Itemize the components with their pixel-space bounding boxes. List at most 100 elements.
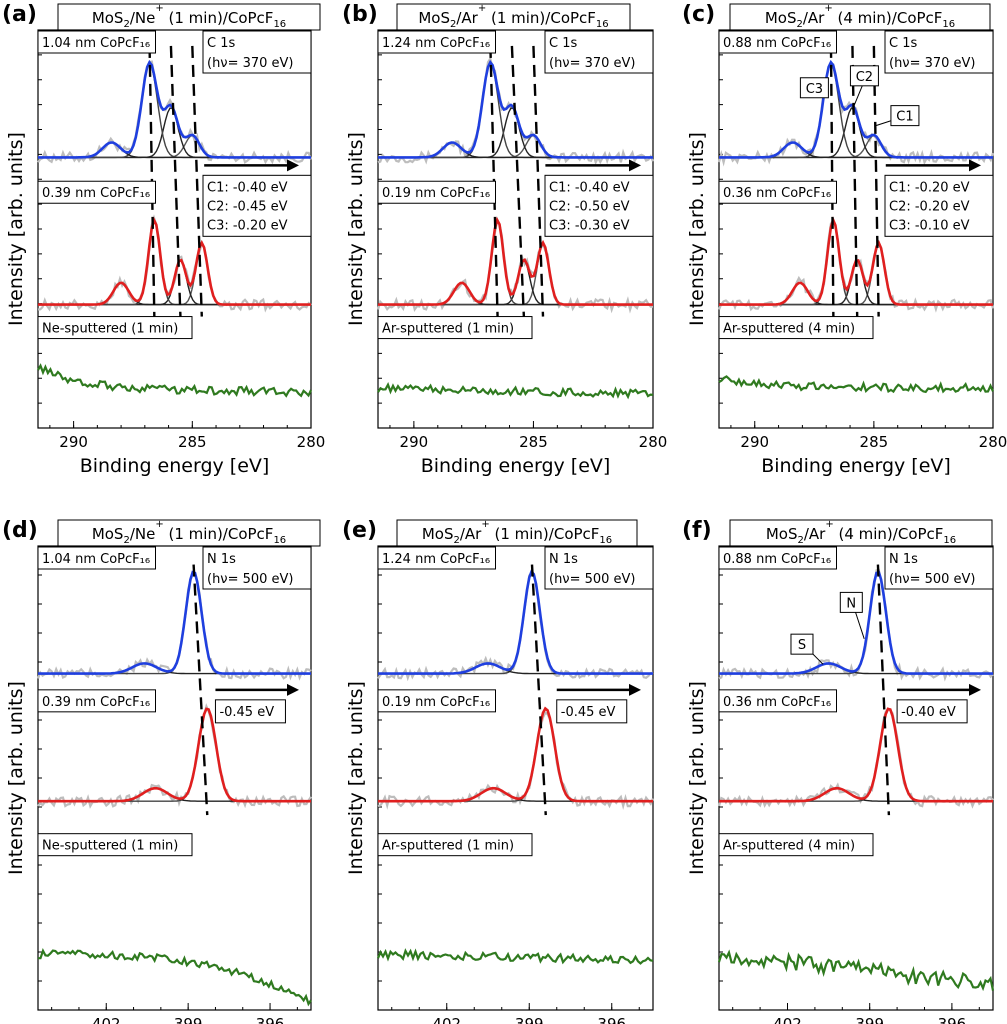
x-tick-label: 399 (515, 1015, 544, 1024)
panel-label: (b) (342, 2, 378, 27)
spectrum-label-box (718, 546, 837, 570)
plot-frame (718, 545, 994, 1011)
x-axis-label: Binding energy [eV] (80, 455, 270, 477)
shift-box (544, 174, 654, 237)
shift-box (896, 699, 968, 724)
spectrum-label: Ar-sputtered (4 min) (723, 322, 855, 337)
spectrum-label-box (377, 833, 533, 857)
shift-value: C3: -0.30 eV (549, 218, 630, 233)
shift-arrow-head (287, 683, 299, 696)
shift-arrow-head (969, 683, 981, 696)
core-level-label: N 1s (889, 552, 918, 567)
shift-arrow-head (969, 159, 981, 172)
x-tick-label: 396 (597, 1015, 626, 1024)
core-level-label: N 1s (207, 552, 236, 567)
substrate-line (38, 948, 312, 1007)
panel-title: MoS2/Ar+ (4 min)/CoPcF16 (766, 519, 956, 546)
panel-d: (d)MoS2/Ne+ (1 min)/CoPcF16402399396Bind… (2, 518, 321, 1024)
component-peak (719, 134, 993, 159)
photon-energy-label: (hν= 500 eV) (889, 572, 976, 587)
shift-value: -0.45 eV (561, 705, 616, 720)
core-level-label: C 1s (889, 36, 917, 51)
title-box (57, 519, 321, 547)
spectrum-label: Ar-sputtered (4 min) (723, 839, 855, 854)
core-level-box (202, 30, 312, 74)
spectrum-label-box (718, 30, 837, 54)
panel-a: (a) MoS2/Ne+ (1 min)/CoPcF16 290 285 280 Bind… (2, 2, 325, 477)
fit-envelope-line (38, 216, 311, 306)
spectrum-label-box (718, 833, 874, 857)
spectrum-label-box (377, 689, 496, 713)
panel-e: (e)MoS2/Ar+ (1 min)/CoPcF16402399396Bind… (342, 518, 655, 1024)
y-axis-label: Intensity [arb. units] (345, 132, 367, 326)
spectrum-label: 0.36 nm CoPcF₁₆ (723, 695, 831, 710)
spectrum (37, 703, 312, 809)
raw-data-line (377, 711, 655, 810)
peak-label-box (799, 77, 829, 99)
peak-label: C2 (856, 70, 873, 85)
shift-value: C1: -0.20 eV (889, 180, 970, 195)
shift-arrow-head (629, 683, 641, 696)
spectrum-label-box (718, 689, 837, 713)
component-peak (38, 282, 311, 306)
spectrum-label: Ne-sputtered (1 min) (42, 322, 178, 337)
spectrum (37, 214, 312, 313)
shift-value: C3: -0.20 eV (207, 218, 288, 233)
shift-dashed-line (192, 564, 209, 816)
shift-dashed-line (191, 45, 203, 317)
spectrum-label-box (377, 180, 496, 204)
panel-label: (e) (342, 518, 377, 543)
y-axis-label: Intensity [arb. units] (345, 681, 367, 875)
core-level-box (884, 546, 994, 590)
shift-value: C2: -0.50 eV (549, 199, 630, 214)
spectrum-label: 1.04 nm CoPcF₁₆ (42, 552, 150, 567)
panel-title: MoS2/Ar+ (4 min)/CoPcF16 (765, 3, 955, 30)
y-axis-label: Intensity [arb. units] (5, 681, 27, 875)
spectrum (718, 375, 995, 394)
peak-label-box (890, 105, 920, 127)
fit-envelope-line (378, 569, 653, 675)
shift-value: C1: -0.40 eV (207, 180, 288, 195)
spectrum-label-box (37, 689, 156, 713)
fit-envelope-line (38, 59, 311, 159)
panel-c: (c) MoS2/Ar+ (4 min)/CoPcF16 290 285 280 Bind… (682, 2, 1007, 477)
substrate-line (377, 382, 654, 400)
shift-dashed-line (876, 564, 891, 816)
peak-label: N (846, 596, 856, 611)
fit-envelope-line (719, 707, 993, 803)
core-level-label: C 1s (549, 36, 577, 51)
spectrum (37, 363, 312, 398)
panel-title: MoS2/Ar+ (1 min)/CoPcF16 (422, 519, 612, 546)
photon-energy-label: (hν= 370 eV) (207, 56, 294, 71)
plot-frame (377, 545, 654, 1011)
x-tick-label: 285 (178, 433, 207, 451)
x-tick-label: 402 (773, 1015, 802, 1024)
shift-dashed-line (851, 45, 859, 317)
spectrum-label: Ne-sputtered (1 min) (42, 839, 178, 854)
spectrum (376, 215, 653, 314)
spectrum (718, 568, 994, 682)
panel-label: (a) (2, 2, 37, 27)
core-level-box (884, 30, 994, 74)
panel-b: (b) MoS2/Ar+ (1 min)/CoPcF16 290 285 280 Bind… (342, 2, 667, 477)
peak-label-box (849, 65, 879, 87)
y-axis-label: Intensity [arb. units] (5, 132, 27, 326)
x-tick-label: 280 (639, 433, 668, 451)
shift-dashed-line (510, 45, 526, 317)
photon-energy-label: (hν= 370 eV) (549, 56, 636, 71)
spectrum-label-box (718, 316, 874, 340)
spectrum (38, 948, 312, 1007)
spectrum-label-box (37, 30, 156, 54)
title-box (396, 3, 631, 31)
spectrum (717, 59, 995, 167)
shift-value: C3: -0.10 eV (889, 218, 970, 233)
x-tick-label: 280 (979, 433, 1007, 451)
spectrum (717, 707, 994, 809)
core-level-box (544, 30, 654, 74)
spectrum-label-box (37, 833, 193, 857)
spectrum-label-box (37, 316, 193, 340)
spectrum (717, 949, 995, 992)
panel-title: MoS2/Ne+ (1 min)/CoPcF16 (92, 519, 286, 546)
spectrum-label-box (377, 316, 533, 340)
